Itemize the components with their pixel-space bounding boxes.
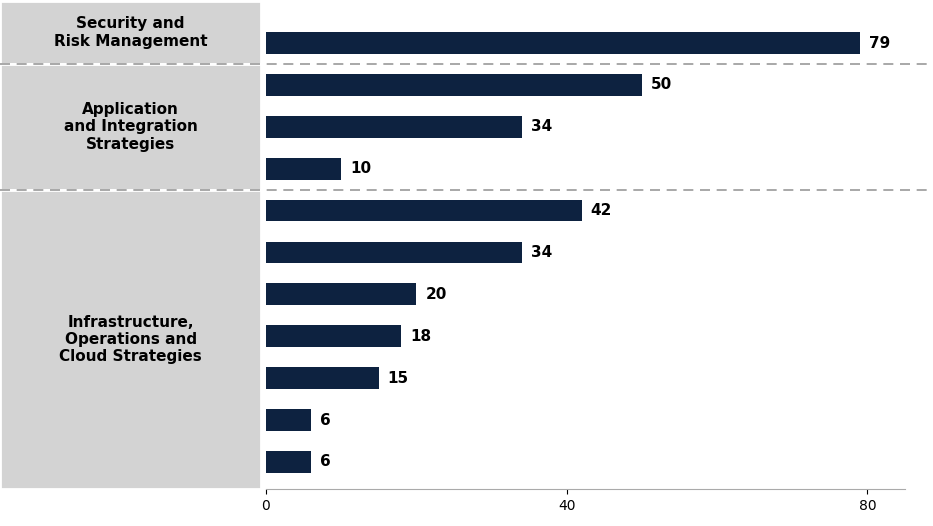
Text: 50: 50 (651, 77, 672, 93)
Text: Security and
Risk Management: Security and Risk Management (54, 16, 207, 49)
Bar (266, 241, 522, 264)
Text: Application
and Integration
Strategies: Application and Integration Strategies (63, 102, 198, 151)
Text: 34: 34 (531, 245, 551, 260)
Text: 15: 15 (388, 371, 409, 386)
Text: 18: 18 (411, 329, 431, 344)
Bar (266, 200, 581, 221)
Bar (266, 451, 311, 473)
Text: 42: 42 (591, 203, 612, 218)
Bar (266, 409, 311, 431)
Bar (266, 158, 341, 179)
Text: 34: 34 (531, 119, 551, 134)
Bar (266, 116, 522, 138)
Bar (266, 284, 416, 305)
Text: 79: 79 (869, 36, 890, 50)
Text: Infrastructure,
Operations and
Cloud Strategies: Infrastructure, Operations and Cloud Str… (59, 315, 202, 365)
Bar (266, 32, 860, 54)
Bar (266, 367, 379, 389)
Text: 20: 20 (425, 287, 447, 302)
Text: 10: 10 (350, 161, 371, 176)
Bar (266, 74, 642, 96)
Text: 6: 6 (320, 412, 331, 428)
Bar (266, 326, 401, 347)
Text: 6: 6 (320, 454, 331, 469)
